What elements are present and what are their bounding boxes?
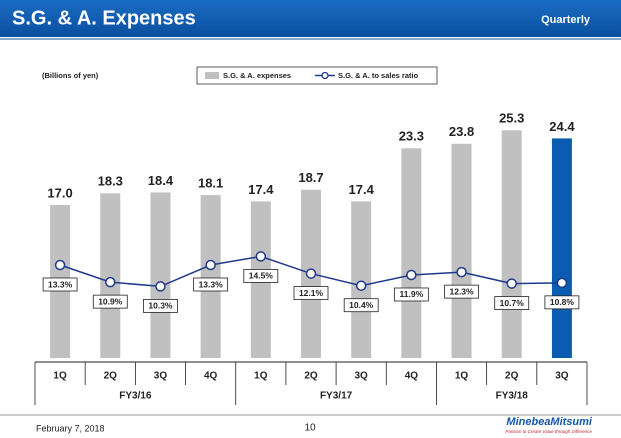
bar: [351, 201, 372, 358]
x-tick-label: 3Q: [355, 371, 369, 382]
ratio-label-box: [42, 277, 78, 292]
x-tick-label: 4Q: [405, 371, 419, 382]
bar-value-label: 18.7: [298, 170, 323, 185]
ratio-point: [255, 251, 267, 262]
x-tick-label: 2Q: [304, 371, 318, 382]
x-tick-label: 2Q: [104, 371, 118, 382]
ratio-label: 12.3%: [449, 286, 474, 296]
bar: [551, 138, 572, 358]
bar-value-label: 18.4: [148, 173, 174, 188]
group-label: FY3/18: [496, 391, 529, 402]
bar-value-label: 17.4: [248, 182, 274, 197]
bar-value-label: 23.3: [399, 129, 424, 144]
bar-value-label: 17.4: [349, 182, 375, 197]
ratio-label: 13.3%: [199, 279, 224, 289]
logo-tagline: Passion to Create Value through Differen…: [505, 429, 592, 434]
page-number: 10: [304, 423, 316, 434]
footer-date: February 7, 2018: [36, 423, 105, 433]
bar-value-label: 18.3: [98, 174, 123, 189]
ratio-point: [556, 277, 568, 289]
bar: [150, 192, 171, 358]
legend-swatch: [205, 72, 219, 79]
legend-label: S.G. & A. to sales ratio: [338, 71, 419, 80]
bar: [100, 193, 121, 358]
ratio-label-box: [444, 284, 479, 299]
ratio-point: [456, 266, 467, 278]
bar-value-label: 17.0: [47, 185, 72, 200]
bar-value-label: 25.3: [499, 111, 524, 126]
ratio-label: 12.1%: [299, 288, 324, 298]
unit-note: (Billions of yen): [42, 71, 99, 80]
x-tick-label: 1Q: [455, 371, 469, 382]
ratio-label-box: [143, 299, 178, 313]
ratio-label: 10.9%: [98, 296, 123, 306]
ratio-label-box: [544, 295, 580, 310]
ratio-point: [155, 281, 166, 292]
x-tick-label: 3Q: [555, 371, 569, 382]
header-bar: [0, 0, 621, 37]
ratio-label-box: [343, 298, 379, 313]
ratio-label: 11.9%: [400, 289, 424, 299]
ratio-point: [205, 259, 216, 271]
x-tick-label: 2Q: [505, 371, 519, 382]
ratio-label-box: [393, 287, 429, 302]
ratio-label: 13.3%: [48, 279, 73, 289]
bar-value-label: 18.1: [198, 176, 223, 191]
bar: [451, 143, 472, 358]
ratio-label: 10.8%: [550, 297, 575, 307]
ratio-point: [305, 268, 317, 279]
ratio-label: 10.3%: [148, 301, 173, 311]
bar-value-label: 23.8: [449, 124, 474, 139]
x-tick-label: 1Q: [53, 371, 67, 382]
ratio-label-box: [293, 286, 329, 300]
legend-swatch: [321, 71, 329, 80]
x-tick-label: 1Q: [254, 371, 268, 382]
group-label: FY3/16: [119, 391, 152, 402]
x-tick-label: 4Q: [204, 371, 218, 382]
ratio-point: [355, 280, 367, 291]
slide-subtitle: Quarterly: [541, 14, 591, 26]
slide-title: S.G. & A. Expenses: [12, 7, 196, 29]
ratio-label: 10.7%: [500, 298, 525, 308]
ratio-label-box: [193, 277, 229, 292]
ratio-point: [54, 259, 66, 271]
bar: [401, 148, 422, 358]
ratio-point: [105, 276, 116, 288]
bar: [501, 130, 522, 358]
ratio-label-box: [494, 296, 530, 310]
ratio-label-box: [243, 269, 279, 283]
chart: FY3/16 FY3/17 FY3/18 1Q 2Q 3Q 4Q 1Q 2Q 3Q 4Q 1Q 2Q 3Q…: [34, 71, 588, 405]
ratio-label-box: [92, 294, 128, 309]
group-label: FY3/17: [320, 391, 353, 402]
ratio-point: [506, 278, 517, 289]
ratio-label: 14.5%: [249, 271, 274, 281]
ratio-point: [406, 269, 417, 281]
logo: MinebeaMitsumi: [506, 416, 593, 428]
bar-value-label: 24.4: [549, 119, 575, 134]
x-tick-label: 3Q: [154, 371, 168, 382]
ratio-label: 10.4%: [349, 300, 374, 310]
legend-label: S.G. & A. expenses: [223, 71, 291, 80]
bar: [200, 195, 221, 358]
